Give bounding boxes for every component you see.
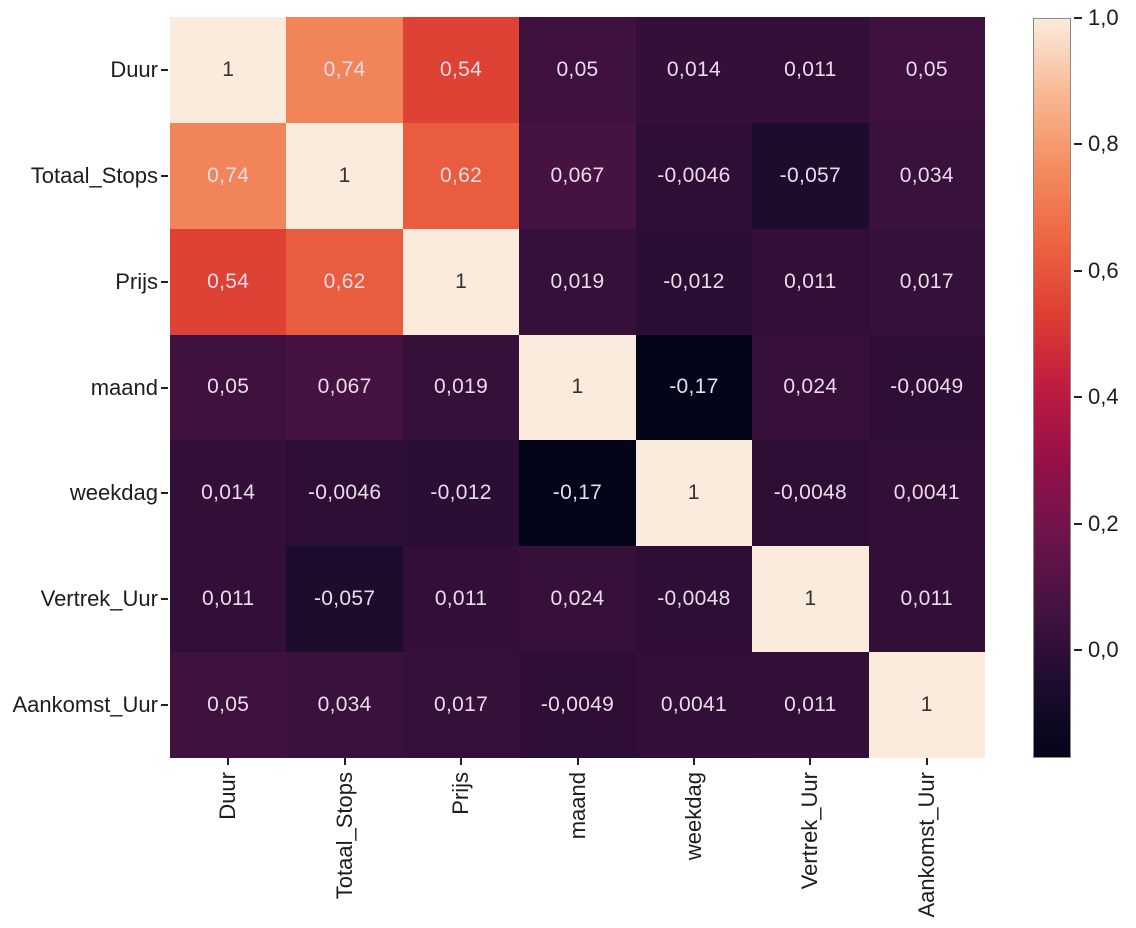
heatmap-cell-Vertrek_Uur-Duur: 0,011	[170, 546, 287, 653]
heatmap-cell-Totaal_Stops-Totaal_Stops: 1	[286, 122, 403, 229]
colorbar-tick	[1074, 143, 1082, 146]
x-axis-label-Vertrek_Uur: Vertrek_Uur	[797, 772, 823, 890]
heatmap-cell-Prijs-Prijs: 1	[402, 228, 520, 335]
colorbar-tick	[1074, 522, 1082, 525]
y-axis-label-Prijs: Prijs	[115, 268, 158, 294]
heatmap-cell-maand-Duur: 0,05	[170, 334, 287, 441]
heatmap-cell-maand-Prijs: 0,019	[402, 334, 520, 441]
heatmap-cell-Duur-Prijs: 0,54	[402, 17, 520, 123]
heatmap-grid: 1 0,74 0,54 0,05 0,014 0,011 0,05 0,74 1 0,62 0,06…	[170, 17, 985, 758]
y-axis-label-Vertrek_Uur: Vertrek_Uur	[40, 586, 158, 612]
colorbar-tick-label: 0,4	[1088, 384, 1119, 410]
y-axis-tick	[161, 68, 168, 71]
heatmap-cell-Vertrek_Uur-Prijs: 0,011	[402, 546, 520, 653]
x-axis-label-Aankomst_Uur: Aankomst_Uur	[913, 772, 939, 918]
colorbar-tick	[1074, 269, 1082, 272]
heatmap-cell-weekdag-maand: -0,17	[519, 440, 636, 547]
heatmap-cell-Duur-Aankomst_Uur: 0,05	[868, 17, 985, 123]
y-axis-label-Aankomst_Uur: Aankomst_Uur	[12, 692, 158, 718]
heatmap-cell-Totaal_Stops-Aankomst_Uur: 0,034	[868, 122, 985, 229]
x-axis-label-Prijs: Prijs	[448, 772, 474, 815]
heatmap-cell-Prijs-maand: 0,019	[519, 228, 636, 335]
x-axis-tick	[460, 758, 463, 765]
x-axis-tick	[343, 758, 346, 765]
y-axis-tick	[161, 598, 168, 601]
heatmap-cell-Vertrek_Uur-Totaal_Stops: -0,057	[286, 546, 403, 653]
heatmap-cell-Vertrek_Uur-Vertrek_Uur: 1	[752, 546, 869, 653]
heatmap-cell-Duur-Vertrek_Uur: 0,011	[752, 17, 869, 123]
colorbar-tick-label: 0,8	[1088, 131, 1119, 157]
heatmap-cell-maand-Totaal_Stops: 0,067	[286, 334, 403, 441]
heatmap-cell-weekdag-weekdag: 1	[635, 440, 753, 547]
x-axis-tick	[925, 758, 928, 765]
heatmap-cell-Totaal_Stops-Duur: 0,74	[170, 122, 287, 229]
colorbar-tick-label: 0,2	[1088, 510, 1119, 536]
y-axis-tick	[161, 704, 168, 707]
x-axis-label-weekdag: weekdag	[680, 772, 706, 861]
heatmap-cell-weekdag-Prijs: -0,012	[402, 440, 520, 547]
heatmap-cell-Duur-weekdag: 0,014	[635, 17, 753, 123]
y-axis-label-weekdag: weekdag	[69, 480, 158, 506]
heatmap-cell-Duur-maand: 0,05	[519, 17, 636, 123]
heatmap-cell-weekdag-Totaal_Stops: -0,0046	[286, 440, 403, 547]
heatmap-cell-Duur-Duur: 1	[170, 17, 287, 123]
heatmap-cell-weekdag-Duur: 0,014	[170, 440, 287, 547]
y-axis-tick	[161, 386, 168, 389]
heatmap-cell-Prijs-Duur: 0,54	[170, 228, 287, 335]
x-axis-label-maand: maand	[564, 772, 590, 840]
heatmap-cell-Totaal_Stops-Vertrek_Uur: -0,057	[752, 122, 869, 229]
heatmap-cell-Aankomst_Uur-Duur: 0,05	[170, 652, 287, 758]
colorbar-tick	[1074, 17, 1082, 19]
heatmap-cell-Prijs-weekdag: -0,012	[635, 228, 753, 335]
y-axis-label-Duur: Duur	[110, 56, 158, 82]
heatmap-cell-Prijs-Totaal_Stops: 0,62	[286, 228, 403, 335]
heatmap-cell-Vertrek_Uur-maand: 0,024	[519, 546, 636, 653]
heatmap-cell-Aankomst_Uur-maand: -0,0049	[519, 652, 636, 758]
x-axis-label-Totaal_Stops: Totaal_Stops	[331, 772, 357, 900]
y-axis-tick	[161, 492, 168, 495]
y-axis-label-maand: maand	[90, 374, 158, 400]
heatmap-cell-Prijs-Aankomst_Uur: 0,017	[868, 228, 985, 335]
heatmap-cell-Vertrek_Uur-Aankomst_Uur: 0,011	[868, 546, 985, 653]
x-axis-tick	[576, 758, 579, 765]
heatmap-cell-maand-maand: 1	[519, 334, 636, 441]
x-axis-label-Duur: Duur	[215, 772, 241, 820]
y-axis-tick	[161, 280, 168, 283]
heatmap-cell-weekdag-Vertrek_Uur: -0,0048	[752, 440, 869, 547]
colorbar-tick	[1074, 396, 1082, 399]
colorbar-tick	[1074, 649, 1082, 652]
x-axis-tick	[692, 758, 695, 765]
colorbar-tick-label: 0,6	[1088, 257, 1119, 283]
heatmap-cell-Prijs-Vertrek_Uur: 0,011	[752, 228, 869, 335]
x-axis-tick	[809, 758, 812, 765]
y-axis-label-Totaal_Stops: Totaal_Stops	[30, 162, 158, 188]
heatmap-cell-Aankomst_Uur-Totaal_Stops: 0,034	[286, 652, 403, 758]
heatmap-cell-Aankomst_Uur-Vertrek_Uur: 0,011	[752, 652, 869, 758]
heatmap-cell-weekdag-Aankomst_Uur: 0,0041	[868, 440, 985, 547]
heatmap-cell-Aankomst_Uur-Prijs: 0,017	[402, 652, 520, 758]
heatmap-cell-Duur-Totaal_Stops: 0,74	[286, 17, 403, 123]
heatmap-cell-Aankomst_Uur-Aankomst_Uur: 1	[868, 652, 985, 758]
colorbar-tick-label: 0,0	[1088, 637, 1119, 663]
y-axis-tick	[161, 174, 168, 177]
heatmap-cell-maand-weekdag: -0,17	[635, 334, 753, 441]
heatmap-cell-Totaal_Stops-Prijs: 0,62	[402, 122, 520, 229]
colorbar-tick-label: 1,0	[1088, 5, 1119, 30]
heatmap-cell-Aankomst_Uur-weekdag: 0,0041	[635, 652, 753, 758]
heatmap-cell-Totaal_Stops-maand: 0,067	[519, 122, 636, 229]
heatmap-cell-Totaal_Stops-weekdag: -0,0046	[635, 122, 753, 229]
heatmap-cell-maand-Vertrek_Uur: 0,024	[752, 334, 869, 441]
heatmap-cell-maand-Aankomst_Uur: -0,0049	[868, 334, 985, 441]
x-axis-tick	[227, 758, 230, 765]
heatmap-cell-Vertrek_Uur-weekdag: -0,0048	[635, 546, 753, 653]
colorbar-gradient	[1033, 18, 1071, 758]
